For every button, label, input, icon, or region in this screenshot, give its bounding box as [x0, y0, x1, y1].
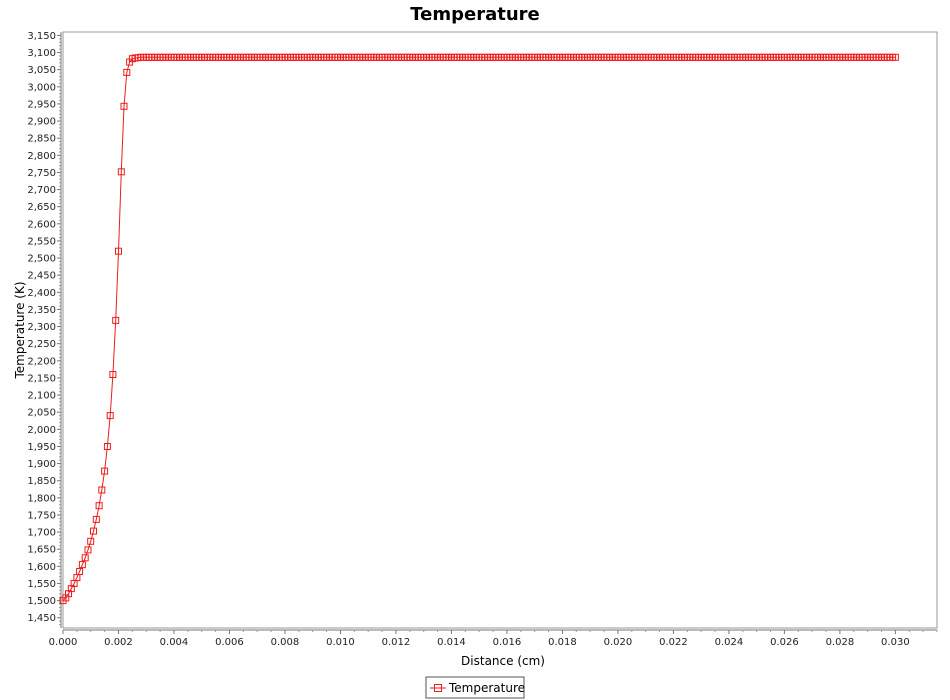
- x-tick-label: 0.014: [437, 637, 466, 648]
- y-tick-label: 2,450: [27, 271, 56, 282]
- y-tick-label: 1,850: [27, 476, 56, 487]
- y-tick-label: 2,400: [27, 288, 56, 299]
- x-tick-label: 0.028: [826, 637, 855, 648]
- y-tick-label: 2,000: [27, 425, 56, 436]
- data-point: [84, 546, 92, 554]
- legend-box: [425, 676, 525, 699]
- y-axis-label: Temperature (K): [13, 281, 27, 379]
- x-tick-label: 0.010: [326, 637, 355, 648]
- y-tick-label: 2,500: [27, 254, 56, 265]
- y-tick-label: 3,000: [27, 82, 56, 93]
- data-point: [103, 443, 111, 450]
- data-point: [95, 502, 103, 510]
- x-axis: 0.000 0.002 0.004 0.006 0.008 0.010 0.012 0.014…: [49, 629, 938, 648]
- y-tick-label: 2,900: [27, 117, 56, 128]
- y-tick-label: 2,700: [27, 185, 56, 196]
- y-tick-label: 1,700: [27, 528, 56, 539]
- x-tick-label: 0.002: [104, 637, 133, 648]
- data-point: [76, 568, 84, 575]
- x-tick-label: 0.008: [271, 637, 300, 648]
- x-tick-label: 0.020: [604, 637, 633, 648]
- data-point: [81, 554, 89, 562]
- y-axis: 1,450 1,500 1,550 1,600 1,650 1,700 1,750 1,800…: [27, 31, 62, 628]
- y-tick-label: 1,750: [27, 510, 56, 521]
- y-tick-label: 1,500: [27, 596, 56, 607]
- data-point: [123, 68, 131, 76]
- y-tick-label: 1,650: [27, 545, 56, 556]
- y-tick-label: 2,950: [27, 99, 56, 110]
- y-tick-label: 1,800: [27, 493, 56, 504]
- data-point: [120, 102, 128, 110]
- y-tick-label: 3,100: [27, 48, 56, 59]
- data-point: [78, 561, 86, 569]
- y-tick-label: 2,300: [27, 322, 56, 333]
- data-point: [891, 53, 899, 61]
- data-point: [115, 247, 122, 255]
- data-point: [87, 537, 95, 545]
- legend-label-temperature: Temperature: [448, 681, 525, 695]
- legend-marker-icon: [434, 684, 442, 692]
- y-tick-label: 2,200: [27, 356, 56, 367]
- x-tick-label: 0.030: [881, 637, 910, 648]
- x-tick-label: 0.024: [715, 637, 744, 648]
- x-tick-label: 0.018: [548, 637, 577, 648]
- y-tick-label: 1,900: [27, 459, 56, 470]
- y-tick-label: 1,950: [27, 442, 56, 453]
- plot-area: [62, 31, 938, 629]
- x-tick-label: 0.016: [493, 637, 522, 648]
- chart-title: Temperature: [410, 4, 539, 25]
- data-point: [109, 371, 117, 378]
- data-point: [106, 412, 114, 420]
- x-tick-label: 0.026: [770, 637, 799, 648]
- y-tick-label: 2,100: [27, 391, 56, 402]
- y-tick-label: 2,350: [27, 305, 56, 316]
- y-tick-label: 1,600: [27, 562, 56, 573]
- y-tick-label: 2,550: [27, 236, 56, 247]
- y-tick-label: 2,250: [27, 339, 56, 350]
- data-point: [117, 168, 125, 176]
- legend: Temperature: [425, 676, 525, 699]
- series-layer: [59, 53, 899, 605]
- x-axis-label: Distance (cm): [461, 654, 545, 668]
- y-tick-label: 3,150: [27, 31, 56, 42]
- y-tick-label: 2,850: [27, 134, 56, 145]
- data-point: [92, 515, 100, 523]
- y-tick-label: 2,050: [27, 408, 56, 419]
- data-point: [101, 467, 109, 475]
- y-tick-label: 2,600: [27, 219, 56, 230]
- y-tick-label: 2,750: [27, 168, 56, 179]
- y-tick-label: 3,050: [27, 65, 56, 76]
- y-tick-label: 2,800: [27, 151, 56, 162]
- y-tick-label: 1,450: [27, 613, 56, 624]
- data-point: [112, 316, 120, 324]
- x-tick-label: 0.000: [49, 637, 78, 648]
- y-tick-label: 2,150: [27, 373, 56, 384]
- x-tick-label: 0.022: [659, 637, 688, 648]
- x-tick-label: 0.006: [215, 637, 244, 648]
- y-tick-label: 1,550: [27, 579, 56, 590]
- data-point: [90, 527, 97, 535]
- y-tick-label: 2,650: [27, 202, 56, 213]
- data-point: [98, 486, 106, 494]
- x-tick-label: 0.004: [160, 637, 189, 648]
- x-tick-label: 0.012: [382, 637, 411, 648]
